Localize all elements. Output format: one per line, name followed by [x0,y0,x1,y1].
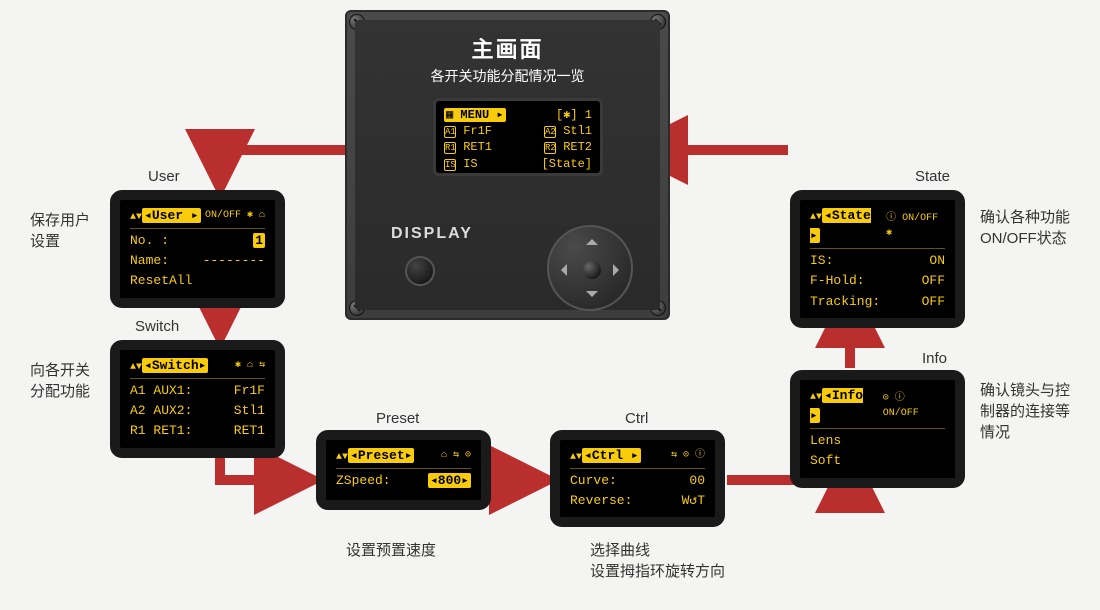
a1-value: Fr1F [463,124,492,138]
ctrl-row-val: W↺T [682,491,705,511]
dpad-right-icon [613,264,625,276]
switch-row-key: R1 RET1: [130,421,192,441]
user-row-key: No. : [130,231,169,251]
is-icon: IS [444,159,456,171]
switch-row: A1 AUX1: Fr1F [130,381,265,401]
state-value: [State] [542,156,592,172]
state-row-key: Tracking: [810,292,880,312]
a2-value: Stl1 [563,124,592,138]
user-row-key: ResetAll [130,271,192,291]
user-row-val: 1 [253,231,265,251]
state-row-key: IS: [810,251,833,271]
switch-label-cn: 向各开关 分配功能 [30,360,90,402]
switch-lcd-header: ▲▼◂Switch▸ [130,356,208,376]
state-row-val: OFF [922,292,945,312]
state-row: Tracking: OFF [810,292,945,312]
ctrl-lcd: ▲▼◂Ctrl ▸ ⇆ ⊙ ⓘ Curve: 00 Reverse: W↺T [550,430,725,527]
dpad-up-icon [586,233,598,245]
ctrl-row-val: 00 [689,471,705,491]
state-lcd-header: ▲▼◂State ▸ [810,206,882,246]
switch-row-key: A1 AUX1: [130,381,192,401]
dpad[interactable] [547,225,633,311]
state-label-cn: 确认各种功能 ON/OFF状态 [980,207,1070,249]
preset-row: ZSpeed: ◂800▸ [336,471,471,491]
ctrl-row: Reverse: W↺T [570,491,705,511]
user-lcd: ▲▼◂User ▸ON/OFF ✱ ⌂ No. : 1 Name: -------- Re… [110,190,285,308]
state-lcd: ▲▼◂State ▸ⓘ ON/OFF ✱IS:ONF-Hold:OFFTrack… [790,190,965,328]
switch-lcd: ▲▼◂Switch▸✱ ⌂ ⇆A1 AUX1:Fr1FA2 AUX2:Stl1R… [110,340,285,458]
info-row-key: Soft [810,451,841,471]
is-value: IS [463,157,477,171]
ctrl-row: Curve: 00 [570,471,705,491]
state-row-val: OFF [922,271,945,291]
user-row: Name: -------- [130,251,265,271]
switch-row-val: RET1 [234,421,265,441]
info-label-en: Info [922,350,947,367]
ctrl-row-key: Reverse: [570,491,632,511]
hardware-panel: 主画面 各开关功能分配情况一览 ▦ MENU ▸ [✱] 1 A1 Fr1F A2 … [345,10,670,320]
user-header-icons: ON/OFF ✱ ⌂ [205,208,265,224]
r2-value: RET2 [563,140,592,154]
user-row-val: -------- [203,251,265,271]
preset-lcd: ▲▼◂Preset▸ ⌂ ⇆ ⊙ ZSpeed: ◂800▸ [316,430,491,510]
info-label-cn: 确认镜头与控 制器的连接等 情况 [980,380,1070,443]
dpad-down-icon [586,291,598,303]
user-row-key: Name: [130,251,169,271]
menu-header: ▦ MENU ▸ [444,108,506,122]
r1-value: RET1 [463,140,492,154]
panel-face: 主画面 各开关功能分配情况一览 ▦ MENU ▸ [✱] 1 A1 Fr1F A2 … [355,20,660,310]
switch-row-val: Fr1F [234,381,265,401]
r1-icon: R1 [444,142,456,154]
info-row: Soft [810,451,945,471]
switch-row-val: Stl1 [234,401,265,421]
display-button[interactable] [405,256,435,286]
state-row-val: ON [929,251,945,271]
main-subtitle: 各开关功能分配情况一览 [355,66,660,86]
ctrl-header-icons: ⇆ ⊙ ⓘ [671,448,705,464]
r2-icon: R2 [544,142,556,154]
user-label-en: User [148,168,180,185]
dpad-left-icon [555,264,567,276]
ctrl-label-cn: 选择曲线 设置拇指环旋转方向 [590,540,725,582]
preset-row-val: ◂800▸ [428,471,471,491]
ctrl-row-key: Curve: [570,471,617,491]
main-lcd: ▦ MENU ▸ [✱] 1 A1 Fr1F A2 Stl1 R1 RET1 R2 R… [433,98,603,176]
preset-lcd-header: ▲▼◂Preset▸ [336,446,414,466]
state-label-en: State [915,168,950,185]
preset-row-key: ZSpeed: [336,471,391,491]
switch-row: R1 RET1: RET1 [130,421,265,441]
ctrl-label-en: Ctrl [625,410,648,427]
preset-header-icons: ⌂ ⇆ ⊙ [441,448,471,464]
user-row: ResetAll [130,271,265,291]
main-title: 主画面 [355,20,660,64]
a2-icon: A2 [544,126,556,138]
info-header-icons: ⊙ ⓘ ON/OFF [883,391,945,422]
info-lcd: ▲▼◂Info ▸⊙ ⓘ ON/OFF LensSoft [790,370,965,488]
info-row-key: Lens [810,431,841,451]
state-row-key: F-Hold: [810,271,865,291]
state-row: F-Hold: OFF [810,271,945,291]
user-lcd-header: ▲▼◂User ▸ [130,206,201,226]
info-row: Lens [810,431,945,451]
preset-label-cn: 设置预置速度 [346,540,436,561]
user-row: No. : 1 [130,231,265,251]
switch-row: A2 AUX2: Stl1 [130,401,265,421]
state-row: IS: ON [810,251,945,271]
preset-label-en: Preset [376,410,419,427]
switch-row-key: A2 AUX2: [130,401,192,421]
switch-header-icons: ✱ ⌂ ⇆ [235,358,265,374]
info-lcd-header: ▲▼◂Info ▸ [810,386,879,426]
switch-label-en: Switch [135,318,179,335]
state-header-icons: ⓘ ON/OFF ✱ [886,211,945,242]
menu-page: [✱] 1 [556,107,592,123]
a1-icon: A1 [444,126,456,138]
display-label: DISPLAY [391,225,473,243]
user-label-cn: 保存用户 设置 [30,210,90,252]
ctrl-lcd-header: ▲▼◂Ctrl ▸ [570,446,641,466]
